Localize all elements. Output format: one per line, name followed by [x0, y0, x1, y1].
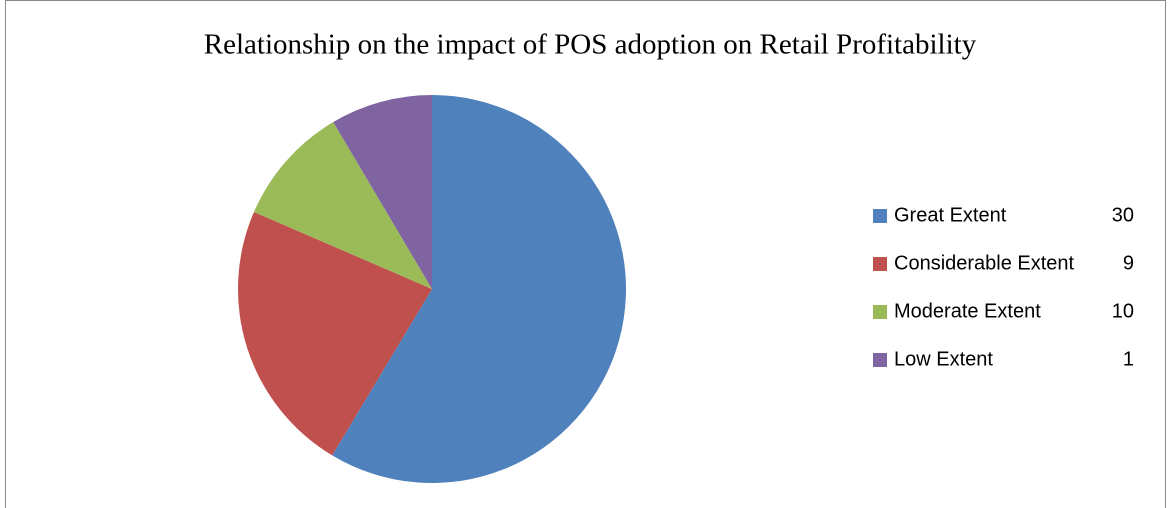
legend-number: 9	[1123, 252, 1134, 274]
pie-slice	[333, 95, 432, 289]
legend-swatch	[873, 209, 887, 223]
legend-label: Low Extent	[894, 348, 993, 370]
legend-label: Great Extent	[894, 204, 1007, 226]
frame	[5, 0, 1166, 508]
legend-number: 1	[1123, 348, 1134, 370]
pie-slice	[237, 211, 432, 456]
legend-number: 30	[1112, 204, 1134, 226]
legend-swatch	[873, 353, 887, 367]
pie-slice	[332, 95, 627, 484]
legend-label: Considerable Extent	[894, 252, 1075, 274]
legend-swatch	[873, 257, 887, 271]
legend-swatch	[873, 305, 887, 319]
chart-title: Relationship on the impact of POS adopti…	[204, 29, 977, 61]
pie-slice	[253, 122, 432, 289]
legend-number: 10	[1112, 300, 1134, 322]
legend-label: Moderate Extent	[894, 300, 1041, 322]
